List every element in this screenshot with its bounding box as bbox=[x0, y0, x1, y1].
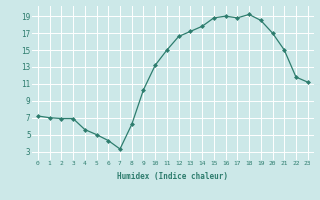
X-axis label: Humidex (Indice chaleur): Humidex (Indice chaleur) bbox=[117, 172, 228, 181]
